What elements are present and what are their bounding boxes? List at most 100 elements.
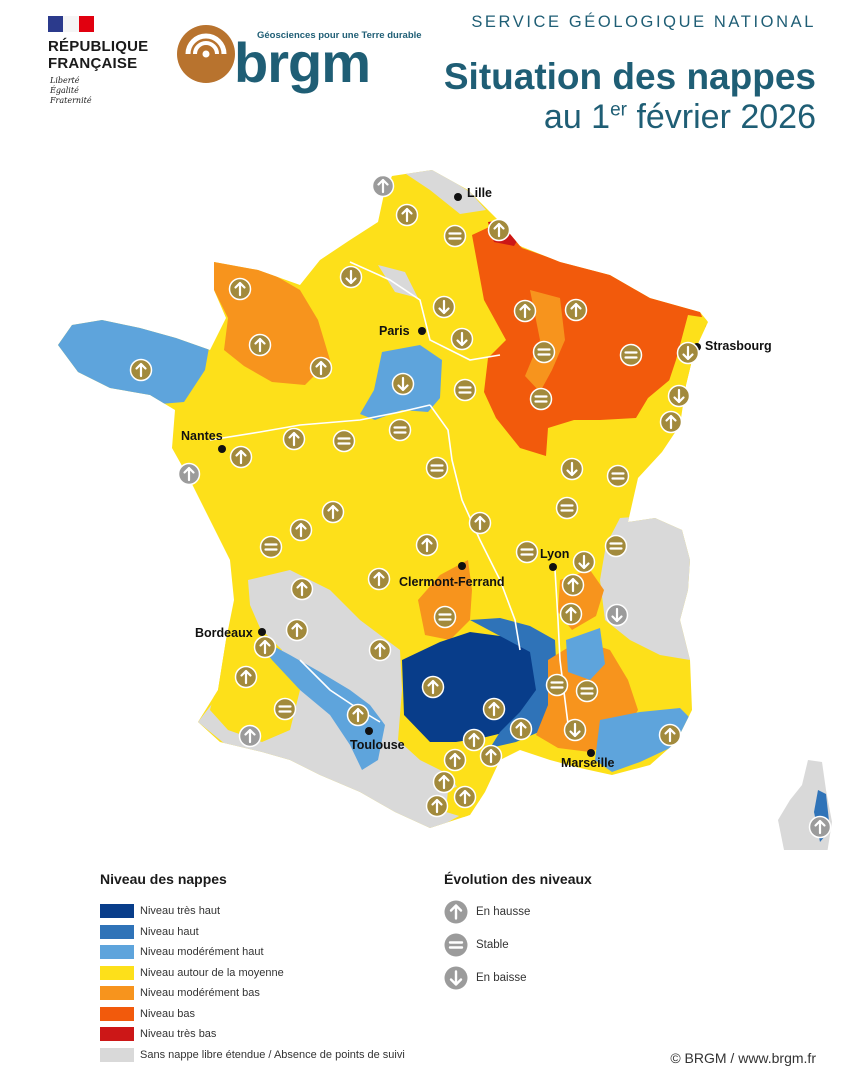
- region-auvergne: [418, 560, 472, 640]
- groundwater-map: Lille Paris Strasbourg Nantes Lyon Clerm…: [58, 170, 832, 850]
- swatch-sans-nappe: [100, 1047, 134, 1062]
- equals-icon: [259, 535, 283, 559]
- swatch-haut: [100, 924, 134, 939]
- arrow-down-icon: [560, 457, 584, 481]
- arrow-down-icon: [391, 372, 415, 396]
- arrow-up-icon: [371, 174, 395, 198]
- equals-icon: [273, 697, 297, 721]
- equals-icon: [444, 933, 468, 956]
- legend-label-haut: Niveau haut: [140, 925, 199, 938]
- brgm-tagline: Géosciences pour une Terre durable: [257, 30, 422, 41]
- arrow-up-icon: [564, 298, 588, 322]
- city-bordeaux: Bordeaux: [195, 626, 253, 640]
- legend-label-moderement-bas: Niveau modérément bas: [140, 987, 260, 1000]
- arrow-up-icon: [346, 703, 370, 727]
- arrow-up-icon: [290, 577, 314, 601]
- republic-line1: RÉPUBLIQUE: [48, 38, 149, 55]
- equals-icon: [515, 540, 539, 564]
- arrow-up-icon: [443, 748, 467, 772]
- equals-icon: [604, 534, 628, 558]
- arrow-up-icon: [487, 218, 511, 242]
- swatch-tres-bas: [100, 1027, 134, 1042]
- arrow-up-icon: [253, 635, 277, 659]
- legend-item-sans-nappe: Sans nappe libre étendue / Absence de po…: [100, 1045, 405, 1066]
- republique-flag-icon: [48, 16, 94, 32]
- arrow-up-icon: [462, 728, 486, 752]
- republic-motto: Liberté Égalité Fraternité: [50, 76, 92, 106]
- arrow-up-icon: [432, 770, 456, 794]
- arrow-up-icon: [289, 518, 313, 542]
- city-lyon: Lyon: [540, 547, 569, 561]
- arrow-down-icon: [563, 718, 587, 742]
- arrow-up-icon: [421, 675, 445, 699]
- page-subtitle: au 1er février 2026: [544, 98, 816, 137]
- republique-francaise-logo: RÉPUBLIQUE FRANÇAISE: [48, 38, 148, 72]
- city-marseille: Marseille: [561, 756, 615, 770]
- page-title: Situation des nappes: [443, 56, 816, 97]
- subtitle-suffix: février 2026: [627, 98, 816, 136]
- region-garonne: [262, 640, 385, 770]
- equals-icon: [545, 673, 569, 697]
- arrow-up-icon: [444, 900, 468, 923]
- equals-icon: [619, 343, 643, 367]
- arrow-up-icon: [368, 638, 392, 662]
- equals-icon: [532, 340, 556, 364]
- city-markers: Lille Paris Strasbourg Nantes Lyon Clerm…: [181, 186, 772, 770]
- legend-label-sans-nappe: Sans nappe libre étendue / Absence de po…: [140, 1048, 405, 1061]
- legend-item-moderement-haut: Niveau modérément haut: [100, 942, 405, 963]
- legend-evo-down: En baisse: [444, 961, 592, 994]
- arrow-up-icon: [282, 427, 306, 451]
- arrow-down-icon: [444, 966, 468, 989]
- arrow-up-icon: [509, 717, 533, 741]
- arrow-up-icon: [229, 445, 253, 469]
- legend-item-moderement-bas: Niveau modérément bas: [100, 983, 405, 1004]
- region-picardie-grey: [378, 265, 418, 298]
- region-bretagne: [58, 310, 210, 404]
- legend-evolution-title: Évolution des niveaux: [444, 871, 592, 887]
- arrow-up-icon: [513, 299, 537, 323]
- arrow-down-icon: [432, 295, 456, 319]
- legend-item-haut: Niveau haut: [100, 922, 405, 943]
- arrow-up-icon: [228, 277, 252, 301]
- equals-icon: [575, 679, 599, 703]
- equals-icon: [433, 605, 457, 629]
- arrow-up-icon: [808, 815, 832, 839]
- legend-evo-stable: Stable: [444, 928, 592, 961]
- arrow-up-icon: [659, 410, 683, 434]
- city-toulouse: Toulouse: [350, 738, 405, 752]
- legend-item-bas: Niveau bas: [100, 1004, 405, 1025]
- arrow-up-icon: [367, 567, 391, 591]
- arrow-down-icon: [667, 384, 691, 408]
- legend-label-tres-bas: Niveau très bas: [140, 1028, 217, 1041]
- equals-icon: [529, 387, 553, 411]
- city-nantes: Nantes: [181, 429, 223, 443]
- arrow-up-icon: [234, 665, 258, 689]
- arrow-up-icon: [321, 500, 345, 524]
- arrow-up-icon: [658, 723, 682, 747]
- region-languedoc: [402, 632, 552, 742]
- arrow-up-icon: [479, 744, 503, 768]
- arrow-up-icon: [395, 203, 419, 227]
- swatch-moderement-bas: [100, 986, 134, 1001]
- motto-fraternite: Fraternité: [50, 96, 92, 105]
- arrow-up-icon: [248, 333, 272, 357]
- swatch-moyenne: [100, 965, 134, 980]
- equals-icon: [555, 496, 579, 520]
- evolution-markers: [129, 174, 832, 839]
- legend-evo-up-label: En hausse: [476, 905, 531, 918]
- legend-niveau: Niveau des nappes Niveau très haut Nivea…: [100, 871, 405, 1065]
- arrow-up-icon: [309, 356, 333, 380]
- arrow-up-icon: [285, 618, 309, 642]
- subtitle-sup: er: [610, 99, 627, 121]
- subtitle-prefix: au 1: [543, 98, 611, 136]
- arrow-up-icon: [129, 358, 153, 382]
- equals-icon: [332, 429, 356, 453]
- arrow-up-icon: [482, 697, 506, 721]
- legend-evolution: Évolution des niveaux En hausse Stable E…: [444, 871, 592, 994]
- arrow-up-icon: [561, 573, 585, 597]
- arrow-down-icon: [676, 341, 700, 365]
- legend-evo-stable-label: Stable: [476, 938, 509, 951]
- motto-egalite: Égalité: [50, 86, 79, 95]
- arrow-down-icon: [339, 265, 363, 289]
- legend-label-tres-haut: Niveau très haut: [140, 905, 221, 918]
